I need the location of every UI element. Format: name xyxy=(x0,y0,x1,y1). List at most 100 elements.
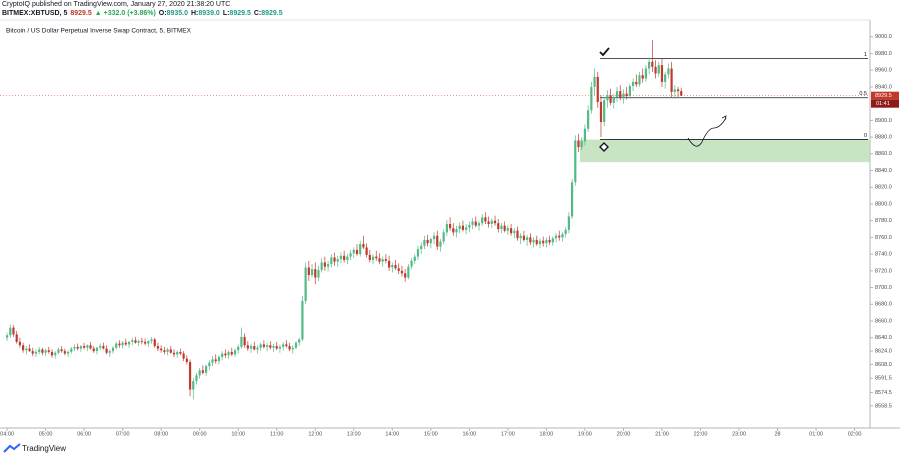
candle-body xyxy=(538,240,542,245)
candle-body xyxy=(484,217,487,222)
candle-body xyxy=(314,269,317,278)
candle-body xyxy=(670,68,673,92)
published-line: CryptoIQ published on TradingView.com, J… xyxy=(2,1,231,8)
x-tick-label: 22:00 xyxy=(694,431,708,437)
candle-body xyxy=(150,339,153,342)
candle-body xyxy=(387,260,391,268)
candle-body xyxy=(516,230,519,239)
fib-label: 1 xyxy=(864,52,867,58)
y-tick-label: 8558.5 xyxy=(875,403,892,409)
candle-body xyxy=(448,224,452,229)
x-tick-label: 11:00 xyxy=(270,431,283,437)
candle-body xyxy=(458,225,461,230)
candle-body xyxy=(503,225,506,231)
candle-body xyxy=(461,225,465,230)
candle-body xyxy=(542,240,545,244)
candle-body xyxy=(400,270,404,274)
candle-body xyxy=(580,141,583,148)
candle-body xyxy=(439,241,442,247)
candle-body xyxy=(673,89,676,92)
candle-body xyxy=(262,344,265,347)
candle-body xyxy=(111,347,115,352)
candle-body xyxy=(667,68,670,75)
candle-body xyxy=(89,345,92,349)
quote-item: H: xyxy=(191,10,199,17)
candle-body xyxy=(301,300,304,340)
candle-body xyxy=(381,259,384,262)
candle-body xyxy=(365,247,368,255)
candle-body xyxy=(532,239,535,243)
candle-body xyxy=(253,346,256,350)
candle-body xyxy=(676,89,680,92)
candle-body xyxy=(144,341,147,344)
candle-body xyxy=(188,361,192,390)
candle-body xyxy=(115,343,118,348)
candle-body xyxy=(596,76,599,102)
candle-body xyxy=(44,350,47,353)
candle-body xyxy=(535,239,538,245)
candle-body xyxy=(41,349,44,353)
candle-body xyxy=(609,95,612,103)
candle-body xyxy=(574,140,577,183)
candle-body xyxy=(526,237,529,240)
y-tick-label: 8820.0 xyxy=(875,185,892,191)
candle-body xyxy=(628,86,631,97)
candle-body xyxy=(317,269,320,278)
y-tick-label: 8800.0 xyxy=(875,201,892,207)
x-tick-label: 18:00 xyxy=(540,431,554,437)
y-tick-label: 8980.0 xyxy=(875,51,892,57)
x-tick-label: 28 xyxy=(774,431,780,437)
candle-body xyxy=(394,264,397,269)
candle-body xyxy=(333,257,336,262)
y-tick-label: 8900.0 xyxy=(875,118,892,124)
candle-body xyxy=(416,249,420,257)
candle-body xyxy=(368,254,371,260)
candle-body xyxy=(641,75,644,79)
projection-arrow xyxy=(687,117,727,147)
candle-body xyxy=(519,235,522,239)
candle-body xyxy=(304,267,307,301)
candle-body xyxy=(362,244,365,248)
candle-body xyxy=(471,221,474,225)
x-tick-label: 09:00 xyxy=(193,431,207,437)
candle-body xyxy=(156,346,160,349)
last-price-box xyxy=(871,91,899,100)
quote-item: 8939.0 xyxy=(198,10,220,17)
candle-body xyxy=(593,76,596,87)
candle-body xyxy=(153,339,156,347)
y-tick-label: 8574.5 xyxy=(875,390,892,396)
candle-body xyxy=(635,81,638,85)
candle-body xyxy=(455,229,458,233)
candle-body xyxy=(619,91,622,98)
quote-item: 8929.5 xyxy=(229,10,251,17)
candle-body xyxy=(465,227,468,230)
candle-body xyxy=(282,344,285,347)
candle-body xyxy=(176,351,179,355)
candle-body xyxy=(644,68,648,79)
candle-body xyxy=(603,100,606,123)
candle-body xyxy=(384,259,387,261)
y-tick-label: 8840.0 xyxy=(875,168,892,174)
candle-body xyxy=(490,220,493,225)
candle-body xyxy=(86,345,89,348)
candle-body xyxy=(583,128,587,142)
candle-body xyxy=(320,262,323,270)
candle-body xyxy=(169,349,172,353)
candle-body xyxy=(657,65,660,74)
candle-body xyxy=(615,91,619,97)
candle-body xyxy=(22,345,25,351)
candle-body xyxy=(474,221,477,226)
candle-body xyxy=(529,237,532,243)
candle-body xyxy=(208,362,211,367)
arrow-head xyxy=(721,115,727,121)
quote-item: 8935.0 xyxy=(166,10,188,17)
candle-body xyxy=(243,336,246,346)
candle-body xyxy=(631,81,635,87)
candle-body xyxy=(487,221,490,225)
candle-body xyxy=(25,348,28,351)
candle-body xyxy=(131,340,134,342)
candle-body xyxy=(185,358,188,362)
candle-body xyxy=(28,348,31,352)
candle-body xyxy=(548,239,551,243)
